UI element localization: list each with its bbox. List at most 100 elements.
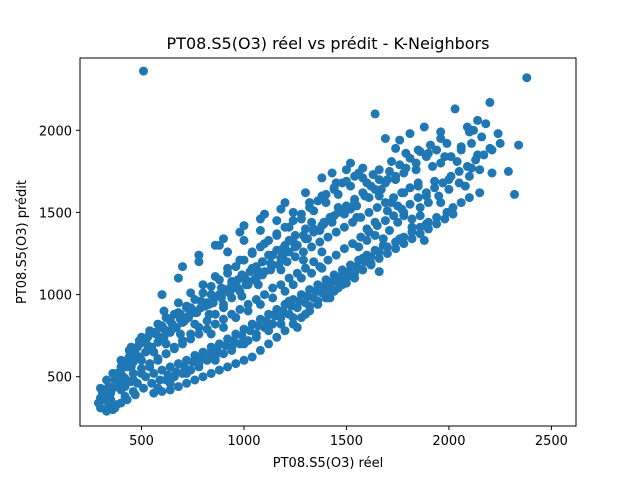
data-point — [186, 288, 196, 298]
data-point — [102, 375, 112, 385]
data-point — [522, 73, 532, 83]
data-point — [214, 240, 224, 250]
data-point — [155, 375, 165, 385]
data-point — [446, 152, 456, 162]
data-point — [237, 331, 247, 341]
data-point — [202, 316, 212, 326]
data-point — [276, 280, 286, 290]
data-point — [280, 326, 290, 336]
data-point — [327, 168, 337, 178]
data-point — [440, 214, 450, 224]
data-point — [292, 303, 302, 313]
data-point — [194, 322, 204, 332]
data-point — [194, 329, 204, 339]
data-point — [323, 232, 333, 242]
data-point — [397, 188, 407, 198]
data-point — [120, 373, 130, 383]
data-point — [432, 212, 442, 222]
data-point — [239, 221, 249, 231]
data-point — [214, 365, 224, 375]
data-point — [239, 355, 249, 365]
data-point — [194, 257, 204, 267]
data-point — [182, 378, 192, 388]
data-point — [147, 378, 157, 388]
data-point — [471, 155, 481, 165]
data-point — [485, 97, 495, 107]
data-point — [309, 257, 319, 267]
data-point — [145, 359, 155, 369]
data-point — [374, 267, 384, 277]
plot-frame — [79, 57, 577, 427]
data-point — [374, 165, 384, 175]
data-point — [301, 188, 310, 198]
data-point — [475, 165, 485, 175]
data-point — [288, 207, 298, 217]
data-point — [276, 253, 286, 263]
data-point — [290, 252, 300, 262]
data-point — [346, 158, 355, 168]
data-point — [165, 316, 175, 326]
data-point — [356, 212, 366, 222]
data-point — [169, 372, 179, 382]
data-point — [219, 299, 228, 309]
data-point — [298, 230, 308, 240]
data-point — [165, 385, 175, 395]
data-point — [370, 109, 380, 119]
y-axis-label: PT08.S5(O3) prédit — [15, 180, 30, 304]
data-point — [288, 237, 298, 247]
data-point — [186, 303, 196, 313]
data-point — [487, 145, 497, 155]
data-point — [264, 235, 274, 245]
data-point — [237, 270, 247, 280]
data-point — [260, 267, 269, 277]
y-tick-label: 500 — [47, 371, 72, 386]
points-layer — [93, 66, 532, 416]
data-point — [419, 235, 429, 245]
data-point — [260, 322, 269, 332]
data-point — [128, 375, 138, 385]
data-point — [139, 66, 148, 76]
data-point — [456, 198, 466, 208]
data-point — [317, 173, 327, 183]
data-point — [495, 138, 505, 148]
data-point — [276, 204, 286, 214]
data-point — [278, 244, 288, 254]
data-point — [413, 193, 423, 203]
data-point — [243, 299, 253, 309]
data-point — [374, 247, 384, 257]
data-point — [448, 203, 458, 212]
data-point — [391, 237, 401, 247]
data-point — [206, 281, 216, 291]
data-point — [366, 258, 376, 268]
data-point — [268, 293, 278, 303]
data-point — [423, 198, 433, 208]
data-point — [358, 253, 368, 263]
data-point — [186, 365, 196, 375]
data-point — [387, 157, 396, 166]
data-point — [428, 161, 437, 171]
data-point — [255, 242, 265, 252]
data-point — [178, 339, 187, 349]
data-point — [370, 184, 380, 194]
data-point — [407, 227, 417, 237]
data-point — [128, 368, 138, 378]
data-point — [464, 193, 474, 203]
data-point — [268, 319, 278, 329]
data-point — [145, 329, 155, 339]
data-point — [173, 382, 183, 392]
data-point — [96, 393, 105, 403]
data-point — [223, 268, 233, 278]
data-point — [380, 216, 390, 226]
data-point — [223, 362, 233, 372]
data-point — [393, 217, 403, 227]
data-point — [430, 183, 440, 193]
data-point — [460, 181, 470, 191]
data-point — [153, 354, 163, 364]
data-point — [301, 263, 310, 273]
data-point — [462, 122, 472, 132]
data-point — [442, 138, 452, 148]
data-point — [288, 280, 298, 290]
data-point — [247, 249, 257, 258]
data-point — [448, 209, 458, 219]
data-point — [231, 359, 241, 369]
